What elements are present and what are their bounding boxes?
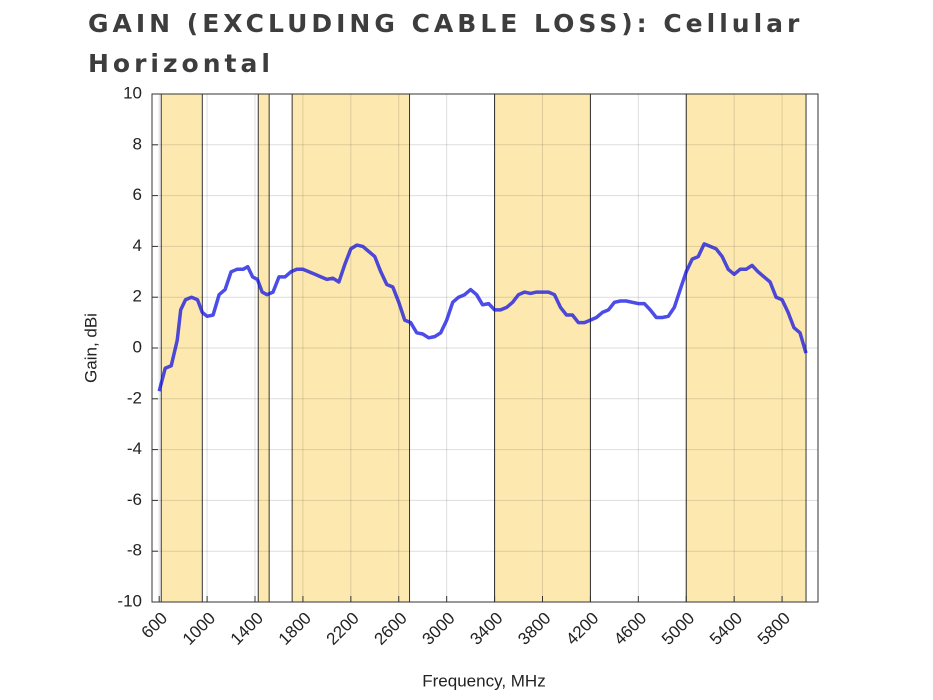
x-tick-label: 600 [138, 609, 171, 642]
y-tick-label: -10 [117, 591, 142, 610]
x-tick-label: 5400 [706, 609, 746, 649]
y-tick-label: 4 [133, 236, 142, 255]
y-tick-label: 0 [133, 337, 142, 356]
y-tick-label: 2 [133, 287, 142, 306]
x-tick-label: 4600 [610, 609, 650, 649]
y-axis-label: Gain, dBi [81, 313, 100, 383]
band [160, 93, 203, 603]
plot-frame [151, 93, 819, 603]
x-tick-label: 3800 [514, 609, 554, 649]
line [157, 242, 808, 392]
x-tick-label: 2200 [323, 609, 363, 649]
band [494, 93, 591, 603]
x-tick-label: 5800 [754, 609, 794, 649]
x-tick-label: 1000 [179, 609, 219, 649]
x-tick-label: 1800 [275, 609, 315, 649]
x-tick-label: 1400 [227, 609, 267, 649]
y-tick-label: -6 [127, 490, 142, 509]
y-tick-label: -2 [127, 388, 142, 407]
x-tick-label: 5000 [658, 609, 698, 649]
y-tick-label: 10 [123, 83, 142, 102]
chart-title: GAIN (EXCLUDING CABLE LOSS): Cellular Ho… [88, 9, 804, 78]
band [291, 93, 411, 603]
x-tick-label: 3400 [466, 609, 506, 649]
y-tick-label: -8 [127, 541, 142, 560]
x-tick-label: 4200 [562, 609, 602, 649]
y-tick-label: 8 [133, 134, 142, 153]
y-tick-label: -4 [127, 439, 142, 458]
y-tick-label: 6 [133, 185, 142, 204]
x-axis-label: Frequency, MHz [422, 671, 545, 690]
x-tick-label: 2600 [371, 609, 411, 649]
band [685, 93, 807, 603]
x-tick-label: 3000 [418, 609, 458, 649]
